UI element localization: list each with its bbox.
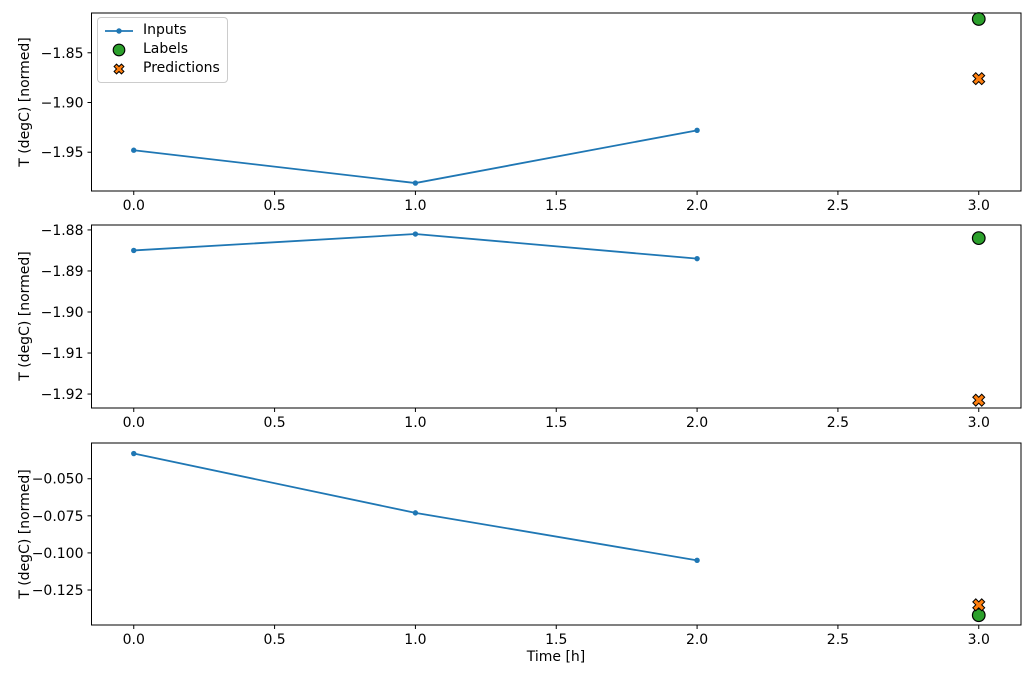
y-tick-label: −0.125 (32, 583, 84, 599)
inputs-point (412, 510, 419, 516)
x-tick-label: 0.5 (263, 632, 285, 648)
labels-marker (971, 12, 986, 26)
legend-label-inputs: Inputs (143, 22, 187, 39)
x-tick-label: 1.5 (545, 415, 567, 431)
y-tick-label: −0.075 (32, 509, 84, 525)
y-tick-label: −1.92 (41, 387, 84, 403)
legend-item-predictions: Predictions (104, 60, 221, 77)
labels-circle-icon (104, 42, 134, 58)
subplot-2: 0.0 0.5 1.0 1.5 2.0 2.5 3.0 −0.050 −0.075 −0.100 −… (32, 442, 1022, 648)
x-tick-label: 0.5 (263, 198, 285, 214)
y-tick-label: −1.89 (41, 264, 84, 280)
x-tick-label: 1.5 (545, 198, 567, 214)
x-tick-label: 3.0 (968, 632, 990, 648)
inputs-point (694, 127, 700, 134)
axes-frame (91, 442, 1022, 626)
x-tick-label: 3.0 (968, 198, 990, 214)
inputs-point (131, 247, 137, 254)
axes-frame (91, 224, 1022, 409)
y-axis-label-middle: T (degC) [normed] (17, 251, 33, 381)
inputs-point (412, 180, 419, 186)
subplot-0: 0.0 0.5 1.0 1.5 2.0 2.5 3.0 −1.85 −1.90 −1.95 (41, 12, 1022, 214)
x-tick-label: 2.5 (827, 415, 849, 431)
y-tick-label: −1.85 (41, 46, 84, 62)
x-tick-label: 0.0 (123, 415, 145, 431)
inputs-point (131, 450, 137, 457)
x-tick-label: 1.0 (404, 632, 426, 648)
x-tick-label: 2.0 (686, 198, 708, 214)
inputs-line (133, 452, 698, 562)
predictions-x-icon (104, 61, 134, 77)
legend-item-inputs: Inputs (104, 22, 221, 39)
y-tick-label: −1.90 (41, 305, 84, 321)
y-tick-label: −1.95 (41, 145, 84, 161)
predictions-marker (972, 598, 986, 612)
x-tick-label: 0.5 (263, 415, 285, 431)
legend-label-labels: Labels (143, 41, 189, 58)
y-axis-label-top: T (degC) [normed] (17, 37, 33, 167)
legend-item-labels: Labels (104, 41, 221, 58)
inputs-line-dot-icon (104, 23, 134, 39)
x-axis-label: Time [h] (526, 649, 586, 665)
y-tick-label: −0.050 (32, 472, 84, 488)
axes-frame (91, 12, 1022, 192)
x-tick-label: 2.0 (686, 415, 708, 431)
inputs-line (133, 129, 698, 184)
predictions-marker (972, 71, 986, 86)
x-tick-label: 3.0 (968, 415, 990, 431)
x-tick-label: 1.0 (404, 198, 426, 214)
inputs-line (133, 233, 698, 260)
subplot-1: 0.0 0.5 1.0 1.5 2.0 2.5 3.0 −1.88 −1.89 −1.90 −1.9… (41, 223, 1022, 431)
y-axis-label-bottom: T (degC) [normed] (17, 469, 33, 599)
y-tick-label: −1.88 (41, 223, 84, 239)
y-tick-label: −1.91 (41, 346, 84, 362)
labels-marker (971, 231, 986, 246)
x-tick-label: 2.5 (827, 198, 849, 214)
labels-marker (971, 608, 986, 623)
y-tick-label: −0.100 (32, 546, 84, 562)
legend: Inputs Labels Predictions (97, 17, 228, 83)
x-tick-label: 2.5 (827, 632, 849, 648)
x-tick-label: 1.5 (545, 632, 567, 648)
inputs-point (694, 557, 700, 564)
x-tick-label: 2.0 (686, 632, 708, 648)
x-tick-label: 0.0 (123, 198, 145, 214)
x-tick-label: 1.0 (404, 415, 426, 431)
inputs-point (694, 255, 700, 262)
inputs-point (131, 147, 137, 153)
y-tick-label: −1.90 (41, 95, 84, 111)
legend-label-predictions: Predictions (143, 60, 220, 77)
predictions-marker (972, 393, 986, 407)
x-tick-label: 0.0 (123, 632, 145, 648)
inputs-point (412, 231, 419, 237)
